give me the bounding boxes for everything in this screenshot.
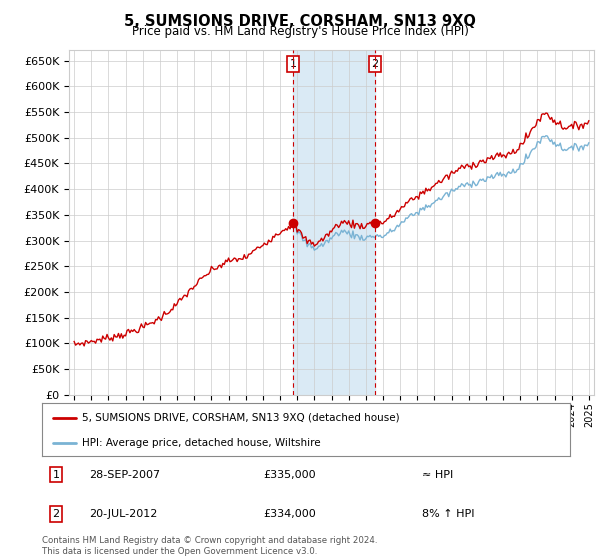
Text: 2: 2 bbox=[53, 509, 59, 519]
Text: 5, SUMSIONS DRIVE, CORSHAM, SN13 9XQ (detached house): 5, SUMSIONS DRIVE, CORSHAM, SN13 9XQ (de… bbox=[82, 413, 399, 423]
Text: £334,000: £334,000 bbox=[264, 509, 317, 519]
Text: 28-SEP-2007: 28-SEP-2007 bbox=[89, 470, 161, 479]
Text: ≈ HPI: ≈ HPI bbox=[422, 470, 454, 479]
Text: 1: 1 bbox=[289, 59, 296, 69]
Text: Price paid vs. HM Land Registry's House Price Index (HPI): Price paid vs. HM Land Registry's House … bbox=[131, 25, 469, 38]
Text: 8% ↑ HPI: 8% ↑ HPI bbox=[422, 509, 475, 519]
Text: Contains HM Land Registry data © Crown copyright and database right 2024.
This d: Contains HM Land Registry data © Crown c… bbox=[42, 536, 377, 556]
Text: 20-JUL-2012: 20-JUL-2012 bbox=[89, 509, 158, 519]
Text: HPI: Average price, detached house, Wiltshire: HPI: Average price, detached house, Wilt… bbox=[82, 438, 320, 448]
Text: 5, SUMSIONS DRIVE, CORSHAM, SN13 9XQ: 5, SUMSIONS DRIVE, CORSHAM, SN13 9XQ bbox=[124, 14, 476, 29]
Text: £335,000: £335,000 bbox=[264, 470, 316, 479]
Bar bbox=[293, 50, 375, 395]
Text: 2: 2 bbox=[371, 59, 379, 69]
Text: 1: 1 bbox=[53, 470, 59, 479]
